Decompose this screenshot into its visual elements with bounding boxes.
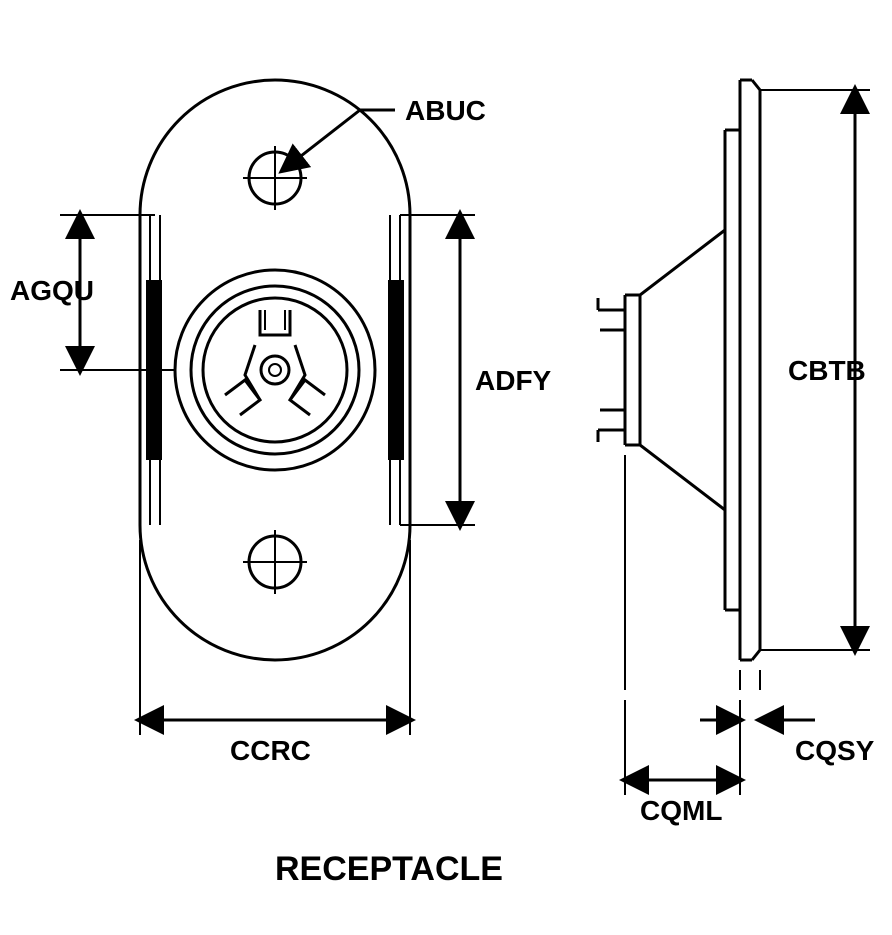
label-agqu: AGQU (10, 275, 94, 306)
socket-blades (225, 310, 325, 415)
dim-abuc: ABUC (283, 95, 486, 170)
side-view (598, 80, 760, 690)
diagram-title: RECEPTACLE (275, 850, 503, 888)
receptacle-diagram: ABUC AGQU ADFY CCRC CBTB CQSY (0, 0, 892, 935)
dim-cqsy: CQSY (700, 720, 875, 766)
front-view (140, 80, 410, 660)
socket-outer-ring (175, 270, 375, 470)
label-ccrc: CCRC (230, 735, 311, 766)
label-adfy: ADFY (475, 365, 552, 396)
label-abuc: ABUC (405, 95, 486, 126)
side-prongs (598, 298, 625, 442)
label-cqsy: CQSY (795, 735, 875, 766)
extension-right (388, 215, 404, 525)
label-cbtb: CBTB (788, 355, 866, 386)
socket-center (261, 356, 289, 384)
dim-adfy: ADFY (400, 215, 552, 525)
dim-cbtb: CBTB (760, 90, 870, 650)
label-cqml: CQML (640, 795, 722, 826)
